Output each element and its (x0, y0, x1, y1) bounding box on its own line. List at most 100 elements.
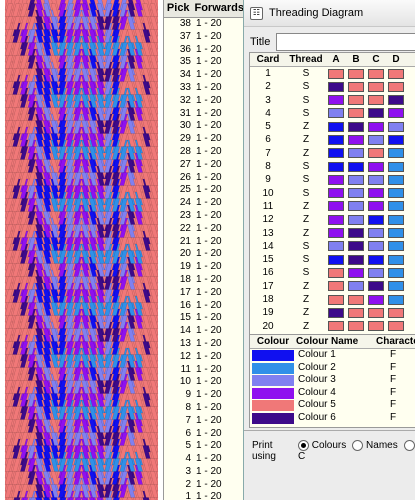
hole-colour-cell-b[interactable] (348, 254, 364, 265)
hole-colour-cell-d[interactable] (388, 294, 404, 305)
hole-colour-cell-a[interactable] (328, 214, 344, 225)
hole-colour-cell-d[interactable] (388, 134, 404, 145)
pick-row[interactable]: 20 1 - 20 (164, 248, 244, 261)
title-input[interactable] (276, 33, 415, 51)
hole-colour-cell-c[interactable] (368, 267, 384, 278)
pick-row[interactable]: 22 1 - 20 (164, 223, 244, 236)
pick-row[interactable]: 29 1 - 20 (164, 133, 244, 146)
hole-colour-cell-d[interactable] (388, 188, 404, 199)
hole-colour-cell-d[interactable] (388, 228, 404, 239)
hole-colour-cell-d[interactable] (388, 267, 404, 278)
hole-colour-cell-d[interactable] (388, 281, 404, 292)
thread-direction[interactable]: S (302, 254, 310, 266)
hole-colour-cell-b[interactable] (348, 121, 364, 132)
pick-row[interactable]: 21 1 - 20 (164, 236, 244, 249)
colour-row[interactable]: Colour 4 F (250, 387, 415, 400)
hole-colour-cell-a[interactable] (328, 201, 344, 212)
hole-a-header[interactable]: A (332, 54, 340, 65)
hole-colour-cell-d[interactable] (388, 174, 404, 185)
pick-row[interactable]: 19 1 - 20 (164, 261, 244, 274)
pick-row[interactable]: 11 1 - 20 (164, 364, 244, 377)
hole-colour-cell-d[interactable] (388, 214, 404, 225)
hole-colour-cell-d[interactable] (388, 81, 404, 92)
card-row[interactable]: 20 Z (250, 320, 415, 333)
hole-c-header[interactable]: C (372, 54, 380, 65)
pick-row[interactable]: 32 1 - 20 (164, 95, 244, 108)
hole-colour-cell-d[interactable] (388, 254, 404, 265)
pick-row[interactable]: 15 1 - 20 (164, 312, 244, 325)
hole-colour-cell-a[interactable] (328, 174, 344, 185)
hole-colour-cell-d[interactable] (388, 307, 404, 318)
hole-colour-cell-c[interactable] (368, 121, 384, 132)
print-option-colours[interactable]: Colours (298, 440, 346, 451)
thread-direction[interactable]: S (302, 161, 310, 173)
hole-colour-cell-c[interactable] (368, 95, 384, 106)
pick-row[interactable]: 16 1 - 20 (164, 300, 244, 313)
thread-direction[interactable]: Z (302, 214, 310, 226)
pick-row[interactable]: 37 1 - 20 (164, 31, 244, 44)
hole-colour-cell-c[interactable] (368, 294, 384, 305)
hole-colour-cell-b[interactable] (348, 81, 364, 92)
hole-colour-cell-a[interactable] (328, 108, 344, 119)
window-title-bar[interactable]: ☷ Threading Diagram (244, 0, 415, 27)
hole-colour-cell-c[interactable] (368, 214, 384, 225)
hole-colour-cell-c[interactable] (368, 241, 384, 252)
card-row[interactable]: 15 S (250, 253, 415, 266)
hole-colour-cell-b[interactable] (348, 201, 364, 212)
pick-row[interactable]: 27 1 - 20 (164, 159, 244, 172)
character-column-header[interactable]: Character (376, 336, 415, 347)
pick-row[interactable]: 24 1 - 20 (164, 197, 244, 210)
thread-direction[interactable]: Z (302, 200, 310, 212)
hole-colour-cell-c[interactable] (368, 254, 384, 265)
hole-colour-cell-c[interactable] (368, 108, 384, 119)
pick-row[interactable]: 4 1 - 20 (164, 453, 244, 466)
colour-swatch[interactable] (252, 387, 294, 399)
hole-colour-cell-a[interactable] (328, 307, 344, 318)
pick-row[interactable]: 1 1 - 20 (164, 491, 244, 504)
hole-colour-cell-d[interactable] (388, 95, 404, 106)
thread-direction[interactable]: Z (302, 227, 310, 239)
hole-colour-cell-a[interactable] (328, 95, 344, 106)
colour-row[interactable]: Colour 5 F (250, 399, 415, 412)
hole-colour-cell-d[interactable] (388, 201, 404, 212)
thread-direction[interactable]: Z (302, 121, 310, 133)
hole-colour-cell-a[interactable] (328, 81, 344, 92)
hole-colour-cell-c[interactable] (368, 148, 384, 159)
radio-icon[interactable] (403, 440, 415, 451)
hole-colour-cell-b[interactable] (348, 281, 364, 292)
hole-colour-cell-d[interactable] (388, 321, 404, 332)
hole-colour-cell-b[interactable] (348, 174, 364, 185)
hole-colour-cell-a[interactable] (328, 188, 344, 199)
card-row[interactable]: 12 Z (250, 213, 415, 226)
pick-row[interactable]: 17 1 - 20 (164, 287, 244, 300)
pick-row[interactable]: 14 1 - 20 (164, 325, 244, 338)
colour-column-header[interactable]: Colour (256, 336, 290, 347)
pick-row[interactable]: 10 1 - 20 (164, 376, 244, 389)
hole-colour-cell-a[interactable] (328, 161, 344, 172)
hole-colour-cell-b[interactable] (348, 307, 364, 318)
hole-b-header[interactable]: B (352, 54, 360, 65)
card-row[interactable]: 17 Z (250, 280, 415, 293)
thread-direction[interactable]: S (302, 174, 310, 186)
thread-direction[interactable]: Z (302, 307, 310, 319)
hole-colour-cell-a[interactable] (328, 68, 344, 79)
hole-colour-cell-b[interactable] (348, 134, 364, 145)
hole-colour-cell-d[interactable] (388, 241, 404, 252)
hole-colour-cell-a[interactable] (328, 267, 344, 278)
hole-colour-cell-c[interactable] (368, 307, 384, 318)
hole-colour-cell-c[interactable] (368, 321, 384, 332)
thread-column-header[interactable]: Thread (289, 54, 323, 65)
pick-row[interactable]: 13 1 - 20 (164, 338, 244, 351)
hole-colour-cell-c[interactable] (368, 201, 384, 212)
colour-name-column-header[interactable]: Colour Name (296, 336, 359, 347)
hole-colour-cell-d[interactable] (388, 108, 404, 119)
hole-colour-cell-b[interactable] (348, 294, 364, 305)
thread-direction[interactable]: S (302, 267, 310, 279)
hole-colour-cell-a[interactable] (328, 281, 344, 292)
pick-row[interactable]: 26 1 - 20 (164, 172, 244, 185)
hole-colour-cell-a[interactable] (328, 241, 344, 252)
